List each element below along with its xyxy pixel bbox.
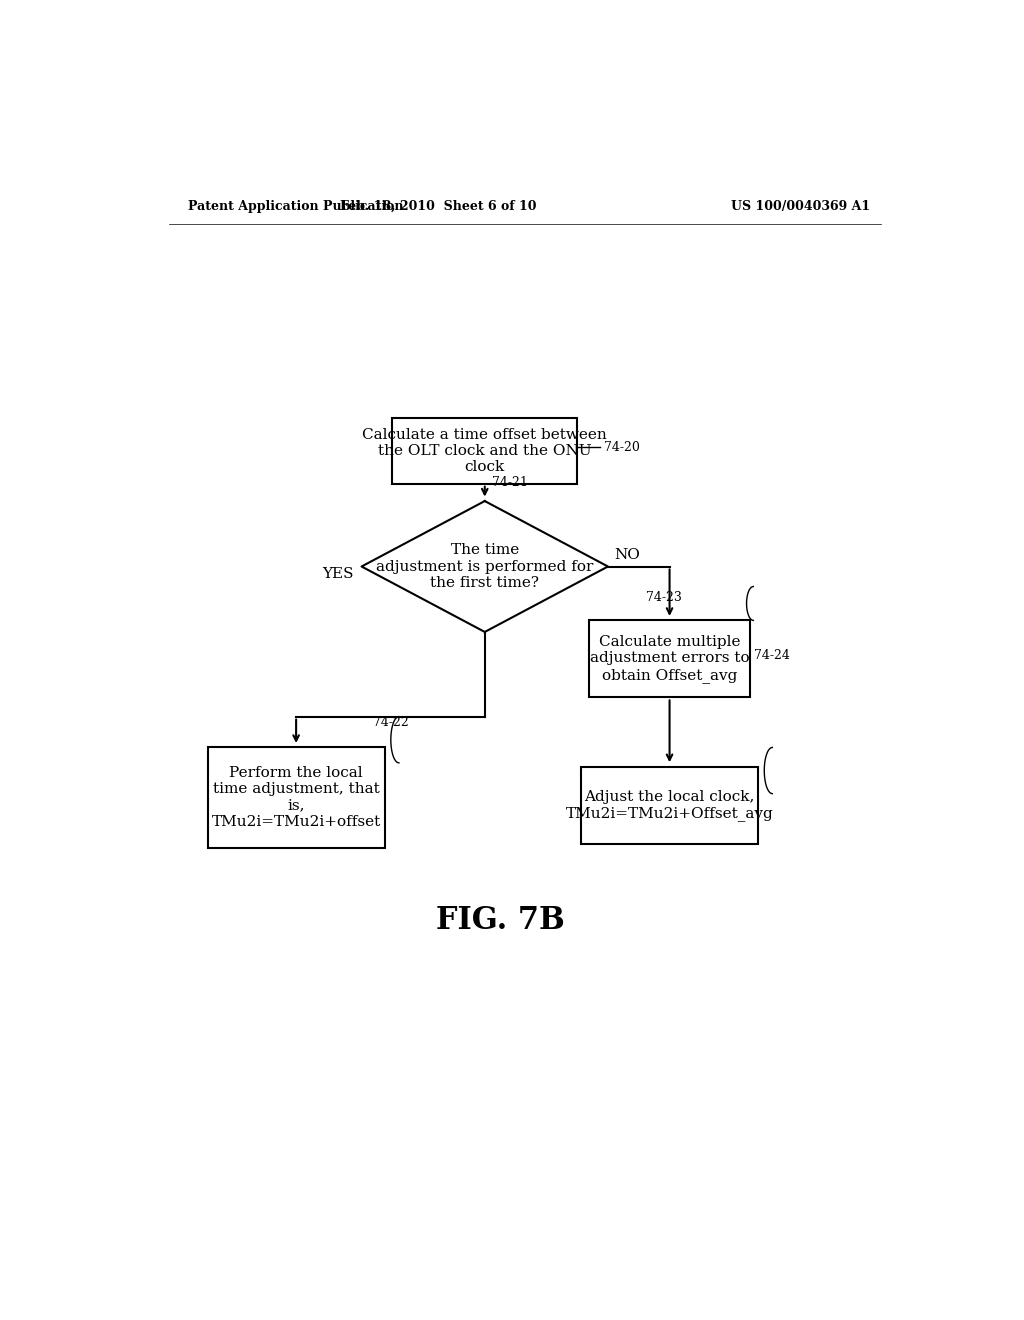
Text: YES: YES xyxy=(323,568,354,581)
Text: Patent Application Publication: Patent Application Publication xyxy=(188,199,403,213)
Text: FIG. 7B: FIG. 7B xyxy=(436,906,564,936)
Text: 74-22: 74-22 xyxy=(373,717,409,730)
Text: US 100/0040369 A1: US 100/0040369 A1 xyxy=(731,199,870,213)
Text: 74-21: 74-21 xyxy=(493,477,528,490)
Text: Feb. 18, 2010  Sheet 6 of 10: Feb. 18, 2010 Sheet 6 of 10 xyxy=(340,199,537,213)
Text: 74-23: 74-23 xyxy=(646,591,682,603)
Text: Calculate multiple
adjustment errors to
obtain Offset_avg: Calculate multiple adjustment errors to … xyxy=(590,635,750,682)
FancyBboxPatch shape xyxy=(589,620,751,697)
Text: 74-24: 74-24 xyxy=(755,648,791,661)
Text: Calculate a time offset between
the OLT clock and the ONU
clock: Calculate a time offset between the OLT … xyxy=(362,428,607,474)
Text: The time
adjustment is performed for
the first time?: The time adjustment is performed for the… xyxy=(376,544,594,590)
FancyBboxPatch shape xyxy=(581,767,758,843)
FancyBboxPatch shape xyxy=(392,418,578,483)
Text: NO: NO xyxy=(614,548,640,562)
Text: 74-20: 74-20 xyxy=(604,441,640,454)
Text: Perform the local
time adjustment, that
is,
TMu2i=TMu2i+offset: Perform the local time adjustment, that … xyxy=(212,766,381,829)
Text: Adjust the local clock,
TMu2i=TMu2i+Offset_avg: Adjust the local clock, TMu2i=TMu2i+Offs… xyxy=(565,789,773,821)
FancyBboxPatch shape xyxy=(208,747,385,847)
